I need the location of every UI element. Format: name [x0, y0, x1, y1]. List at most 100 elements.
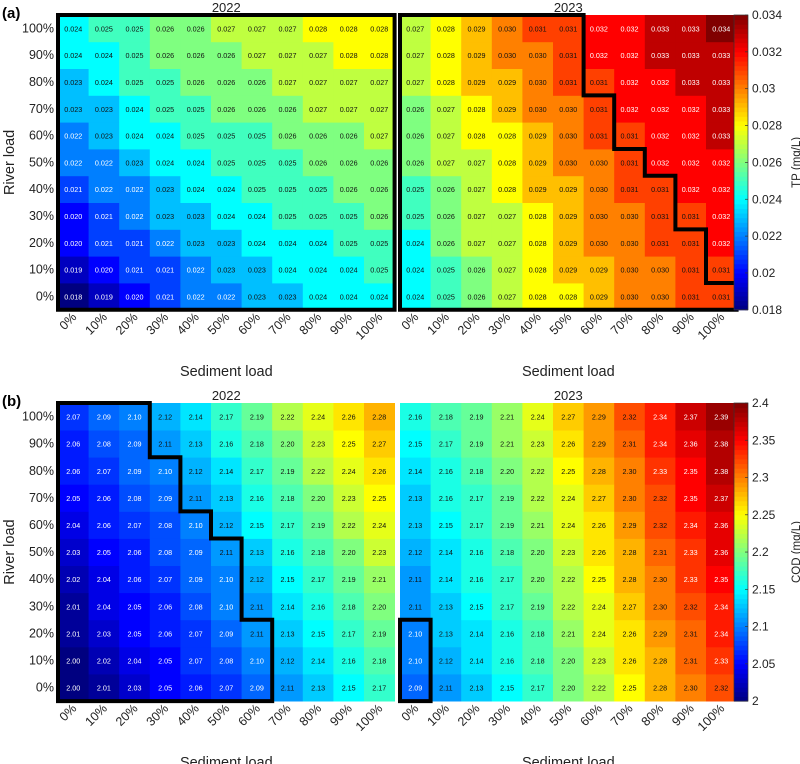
- heatmap-cell: [333, 619, 365, 648]
- heatmap-cell: [211, 403, 242, 431]
- colorbar-tick-label: 0.02: [752, 266, 776, 280]
- cell-value-label: 2.29: [653, 629, 667, 638]
- heatmap-cell: [430, 511, 462, 539]
- colorbar-tick-label: 0.018: [752, 303, 782, 317]
- cell-value-label: 2.05: [128, 629, 142, 638]
- cell-value-label: 2.18: [470, 467, 484, 476]
- cell-value-label: 0.027: [309, 105, 327, 114]
- cell-value-label: 0.031: [590, 132, 608, 141]
- x-tick-label: 20%: [113, 310, 141, 338]
- colorbar-segment: [734, 505, 748, 511]
- colorbar-segment: [734, 125, 748, 131]
- cell-value-label: 0.024: [95, 78, 113, 87]
- cell-value-label: 0.031: [651, 212, 669, 221]
- cell-value-label: 0.026: [406, 158, 424, 167]
- colorbar-segment: [734, 491, 748, 497]
- heatmap-cell: [272, 457, 304, 485]
- cell-value-label: 2.21: [500, 413, 514, 422]
- colorbar-segment: [734, 217, 748, 223]
- cell-value-label: 0.028: [340, 51, 358, 60]
- heatmap-cell: [241, 619, 273, 648]
- heatmap-cell: [241, 538, 273, 566]
- cell-value-label: 2.13: [281, 629, 295, 638]
- cell-value-label: 0.027: [468, 158, 486, 167]
- colorbar-segment: [734, 421, 748, 427]
- panel-label: (b): [2, 393, 21, 410]
- heatmap-cell: [400, 15, 431, 43]
- heatmap-cell: [644, 484, 676, 512]
- cell-value-label: 0.032: [682, 158, 700, 167]
- cell-value-label: 0.029: [468, 78, 486, 87]
- cell-value-label: 2.09: [408, 684, 422, 693]
- heatmap-cell: [675, 95, 707, 123]
- cell-value-label: 2.36: [714, 548, 728, 557]
- heatmap-cell: [706, 619, 737, 648]
- heatmap-cell: [364, 484, 395, 512]
- heatmap-cell: [58, 202, 89, 230]
- cell-value-label: 2.10: [250, 656, 264, 665]
- heatmap-cell: [522, 430, 554, 458]
- colorbar-segment: [734, 102, 748, 108]
- cell-value-label: 2.15: [342, 684, 356, 693]
- heatmap-cell: [333, 256, 365, 284]
- heatmap-cell: [364, 511, 395, 539]
- cell-value-label: 0.024: [126, 132, 144, 141]
- heatmap-cell: [583, 457, 615, 485]
- cell-value-label: 0.025: [126, 51, 144, 60]
- cell-value-label: 0.025: [187, 105, 205, 114]
- colorbar-segment: [734, 458, 748, 465]
- cell-value-label: 2.16: [470, 548, 484, 557]
- heatmap-cell: [491, 565, 523, 594]
- colorbar-tick-label: 2.05: [752, 657, 776, 671]
- heatmap-cell: [675, 619, 707, 648]
- heatmap-cell: [614, 175, 646, 203]
- heatmap-cell: [88, 592, 120, 621]
- colorbar-tick-label: 2.2: [752, 545, 769, 559]
- cell-value-label: 0.031: [682, 239, 700, 248]
- cell-value-label: 2.05: [97, 548, 111, 557]
- heatmap-cell: [614, 283, 646, 311]
- colorbar-segment: [734, 482, 748, 488]
- heatmap-title: 2022: [212, 0, 241, 15]
- cell-value-label: 2.25: [342, 440, 356, 449]
- cell-value-label: 2.18: [311, 548, 325, 557]
- x-tick-label: 50%: [547, 701, 575, 729]
- cell-value-label: 2.14: [219, 467, 233, 476]
- cell-value-label: 2.08: [189, 602, 203, 611]
- colorbar-segment: [734, 575, 748, 581]
- heatmap-cell: [302, 592, 334, 621]
- cell-value-label: 2.27: [623, 602, 637, 611]
- cell-value-label: 2.18: [372, 656, 386, 665]
- y-tick-label: 60%: [29, 518, 54, 532]
- cell-value-label: 0.025: [437, 266, 455, 275]
- heatmap-cell: [553, 283, 584, 311]
- heatmap-cell: [272, 149, 304, 177]
- heatmap-cell: [272, 122, 304, 150]
- heatmap-cell: [241, 430, 273, 458]
- heatmap-title: 2023: [554, 388, 583, 403]
- colorbar-segment: [734, 449, 748, 455]
- heatmap-cell: [644, 256, 676, 284]
- colorbar-segment: [734, 612, 748, 618]
- colorbar-segment: [734, 33, 748, 39]
- cell-value-label: 2.03: [97, 629, 111, 638]
- heatmap-cell: [119, 511, 151, 539]
- cell-value-label: 2.19: [531, 602, 545, 611]
- cell-value-label: 0.031: [651, 239, 669, 248]
- heatmap-cell: [119, 41, 151, 69]
- heatmap-cell: [333, 484, 365, 512]
- heatmap-cell: [364, 122, 395, 150]
- heatmap-cell: [302, 457, 334, 485]
- cell-value-label: 2.21: [500, 440, 514, 449]
- heatmap-title: 2022: [212, 388, 241, 403]
- cell-value-label: 2.36: [714, 521, 728, 530]
- heatmap-cell: [675, 283, 707, 311]
- heatmap-cell: [400, 646, 431, 675]
- heatmap-cell: [58, 484, 89, 512]
- cell-value-label: 0.030: [621, 239, 639, 248]
- x-tick-label: 40%: [174, 701, 202, 729]
- colorbar-segment: [734, 631, 748, 637]
- heatmap-cell: [522, 457, 554, 485]
- y-tick-label: 20%: [29, 236, 54, 250]
- heatmap-cell: [706, 538, 737, 566]
